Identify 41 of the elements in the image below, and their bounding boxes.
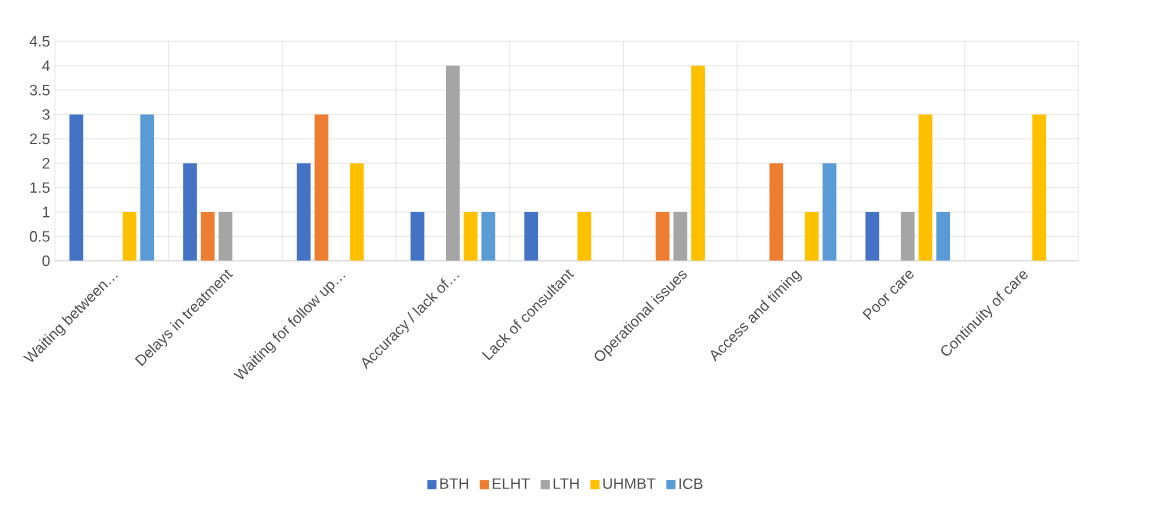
- y-tick-label: 0: [42, 255, 50, 267]
- bar: [900, 212, 915, 261]
- bar: [481, 212, 496, 261]
- legend-label: BTH: [440, 478, 469, 489]
- bar: [804, 212, 819, 261]
- bar: [577, 212, 592, 261]
- bar: [296, 163, 311, 261]
- bar: [936, 212, 951, 261]
- bar: [918, 114, 933, 261]
- bar: [673, 212, 688, 261]
- bar: [1032, 114, 1047, 261]
- bar: [200, 212, 215, 261]
- bar: [69, 114, 84, 261]
- bar: [865, 212, 880, 261]
- bar: [769, 163, 784, 261]
- y-tick-label: 1: [43, 206, 50, 218]
- bar: [314, 114, 329, 261]
- bar: [822, 163, 837, 261]
- y-tick-label: 2: [42, 158, 50, 169]
- legend-label: LTH: [553, 478, 579, 489]
- y-tick-label: 2.5: [30, 133, 50, 145]
- bar: [446, 65, 460, 261]
- y-tick-label: 3: [42, 109, 50, 120]
- bar: [183, 163, 197, 261]
- bar: [218, 212, 233, 261]
- y-tick-label: 1.5: [30, 182, 50, 194]
- bar: [463, 212, 478, 261]
- bar: [122, 212, 137, 261]
- legend-label: ICB: [679, 478, 703, 490]
- legend-label: UHMBT: [603, 478, 656, 490]
- y-tick-label: 3.5: [29, 84, 50, 96]
- bar: [691, 65, 705, 261]
- bar: [655, 212, 670, 261]
- bar: [410, 212, 425, 261]
- y-tick-label: 4.5: [29, 36, 50, 47]
- bar: [524, 212, 539, 261]
- bar: [140, 114, 155, 261]
- legend-label: ELHT: [492, 478, 530, 489]
- y-tick-label: 4: [42, 60, 50, 72]
- bar: [350, 163, 364, 261]
- y-tick-label: 0.5: [29, 231, 50, 242]
